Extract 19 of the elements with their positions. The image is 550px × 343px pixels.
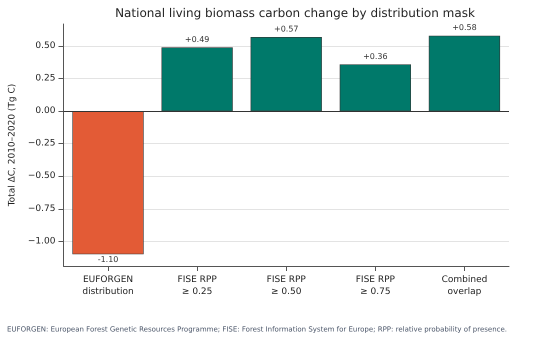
y-axis-title: Total ΔC, 2010–2020 (Tg C) (8, 84, 18, 208)
y-tick-label: −0.50 (28, 171, 56, 182)
y-tick-label: 0.25 (35, 74, 56, 84)
data-label: +0.36 (363, 52, 388, 61)
data-label: +0.57 (274, 24, 298, 34)
data-label: +0.49 (184, 34, 210, 44)
x-tick-label: Combined overlap (442, 275, 488, 297)
y-tick-label: −0.25 (28, 138, 56, 149)
y-tick-label: −0.75 (28, 204, 56, 214)
y-tick-label: 0.50 (35, 41, 56, 52)
x-tick-label: FISE RPP ≥ 0.50 (266, 275, 306, 297)
data-label: +0.58 (452, 23, 477, 32)
chart-title: National living biomass carbon change by distribution mask (115, 6, 475, 20)
x-tick-label: FISE RPP ≥ 0.75 (356, 275, 396, 297)
x-tick-label: EUFORGEN distribution (82, 275, 134, 297)
x-tick-label: FISE RPP ≥ 0.25 (178, 275, 218, 297)
y-tick-label: −1.00 (28, 236, 56, 246)
data-label: -1.10 (98, 254, 118, 264)
y-tick-label: 0.00 (35, 106, 56, 116)
